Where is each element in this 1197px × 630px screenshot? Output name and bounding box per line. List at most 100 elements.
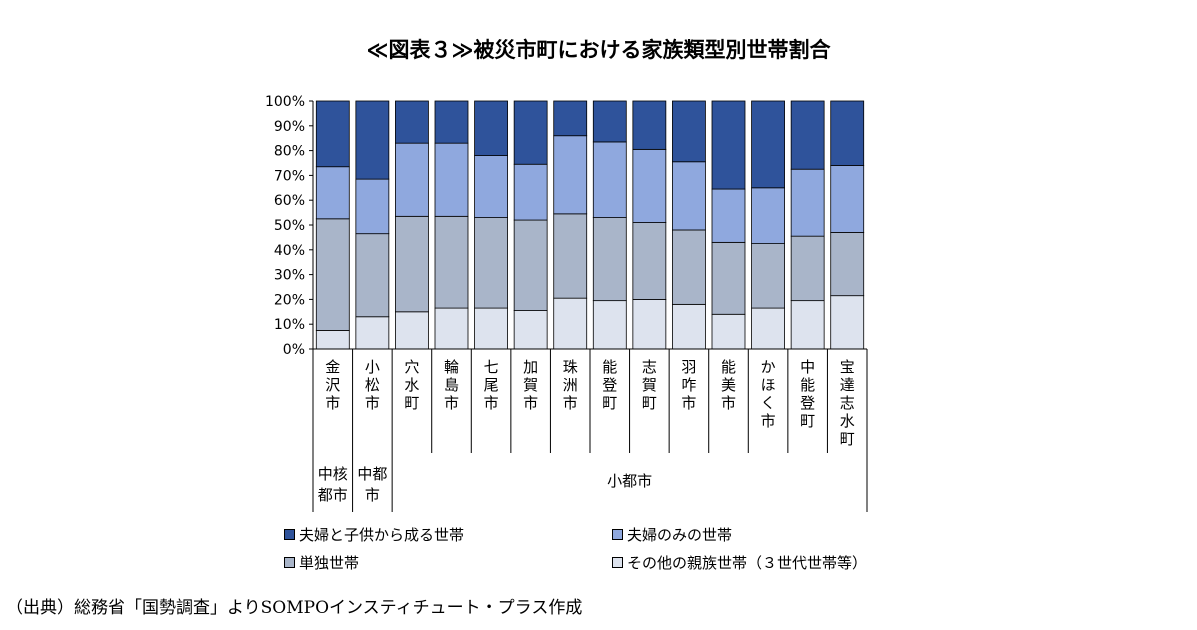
category-label: 七尾市 [484,358,499,412]
legend-label: 単独世帯 [299,554,360,572]
bar-segment [830,100,865,166]
category-label: 金沢市 [325,358,340,412]
legend-label: その他の親族世帯（３世代世帯等） [627,554,868,572]
bar-segment [592,141,627,218]
bar-segment [592,217,627,302]
bar-segment [513,163,548,221]
category-label: 小松市 [365,358,380,412]
bar-segment [474,217,508,309]
y-tick-label: 100% [265,94,305,110]
bar-segment [355,100,390,180]
bar-segment [632,298,667,350]
bar-segment [830,232,865,297]
legend-swatch [612,557,623,568]
bar-segment [632,100,667,150]
category-label: 宝達志水町 [840,358,855,448]
bar-segment [711,241,746,315]
bar-segment [434,142,469,217]
bar-segment [355,178,390,235]
category-label: 穴水町 [404,358,419,412]
bar-segment [751,243,785,309]
bar-segment [513,310,548,350]
legend-swatch [612,529,623,540]
bar-segment [790,235,825,302]
bar-segment [474,100,508,156]
y-tick-label: 90% [274,119,305,135]
legend-label: 夫婦と子供から成る世帯 [299,526,465,544]
category-label: 加賀市 [523,358,538,412]
bar-segment [672,303,706,350]
bar-segment [395,100,429,144]
category-label: 中能登町 [800,358,815,430]
bar-segment [672,161,706,231]
category-label: 珠洲市 [563,358,578,412]
bar-segment [830,295,865,350]
bar-segment [434,307,469,350]
bar-segment [592,100,627,143]
category-label: 輪島市 [444,358,459,412]
bar-segment [553,135,588,215]
group-label: 中都 [357,465,387,483]
bar-segment [395,311,429,350]
bar-segment [751,187,785,245]
category-label: 羽咋市 [681,358,696,412]
bar-segment [355,316,390,350]
category-label: 能美市 [721,358,736,412]
bar-segment [790,100,825,170]
bar-segment [474,307,508,350]
group-label: 市 [365,486,380,504]
bar-segment [751,307,785,350]
bar-segment [434,215,469,309]
y-tick-label: 50% [274,218,305,234]
y-tick-label: 0% [283,342,305,358]
group-label: 都市 [318,486,348,504]
bar-segment [790,300,825,350]
bar-segment [632,222,667,300]
category-label: 能登町 [602,358,617,412]
bar-segment [711,188,746,243]
legend-swatch [284,557,295,568]
bar-segment [395,142,429,217]
bar-segment [315,329,350,350]
y-tick-label: 40% [274,243,305,259]
legend-swatch [284,529,295,540]
group-label: 中核 [318,465,348,483]
chart-title: ≪図表３≫被災市町における家族類型別世帯割合 [366,38,831,62]
category-label: かほく市 [761,358,776,430]
bar-segment [355,233,390,318]
legend-item-couple-with-children: 夫婦と子供から成る世帯 [284,524,464,545]
bar-segment [315,166,350,220]
bar-segment [474,155,508,218]
bar-segment [553,297,588,350]
y-tick-label: 60% [274,193,305,209]
bar-segment [315,100,350,168]
bar-segment [513,100,548,165]
group-label: 小都市 [607,472,652,490]
bar-segment [711,313,746,350]
legend-item-couple-only: 夫婦のみの世帯 [612,524,732,545]
bar-segment [513,219,548,311]
bar-segment [315,218,350,331]
y-tick-label: 30% [274,268,305,284]
bar-segment [830,165,865,233]
bar-segment [632,148,667,223]
bar-segment [553,100,588,137]
bar-segment [395,215,429,313]
legend-item-single-person: 単独世帯 [284,552,359,573]
legend-item-other-relatives: その他の親族世帯（３世代世帯等） [612,552,867,573]
legend-label: 夫婦のみの世帯 [627,526,733,544]
y-tick-label: 20% [274,292,305,308]
bar-segment [672,100,706,163]
bar-segment [553,213,588,299]
bar-segment [592,300,627,350]
bar-segment [790,168,825,237]
source-note: （出典）総務省「国勢調査」よりSOMPOインスティチュート・プラス作成 [6,598,583,618]
y-tick-label: 70% [274,168,305,184]
y-tick-label: 10% [274,317,305,333]
bar-segment [711,100,746,190]
bar-segment [434,100,469,144]
category-label: 志賀町 [642,358,657,412]
bar-segment [672,229,706,305]
bar-segment [751,100,785,189]
